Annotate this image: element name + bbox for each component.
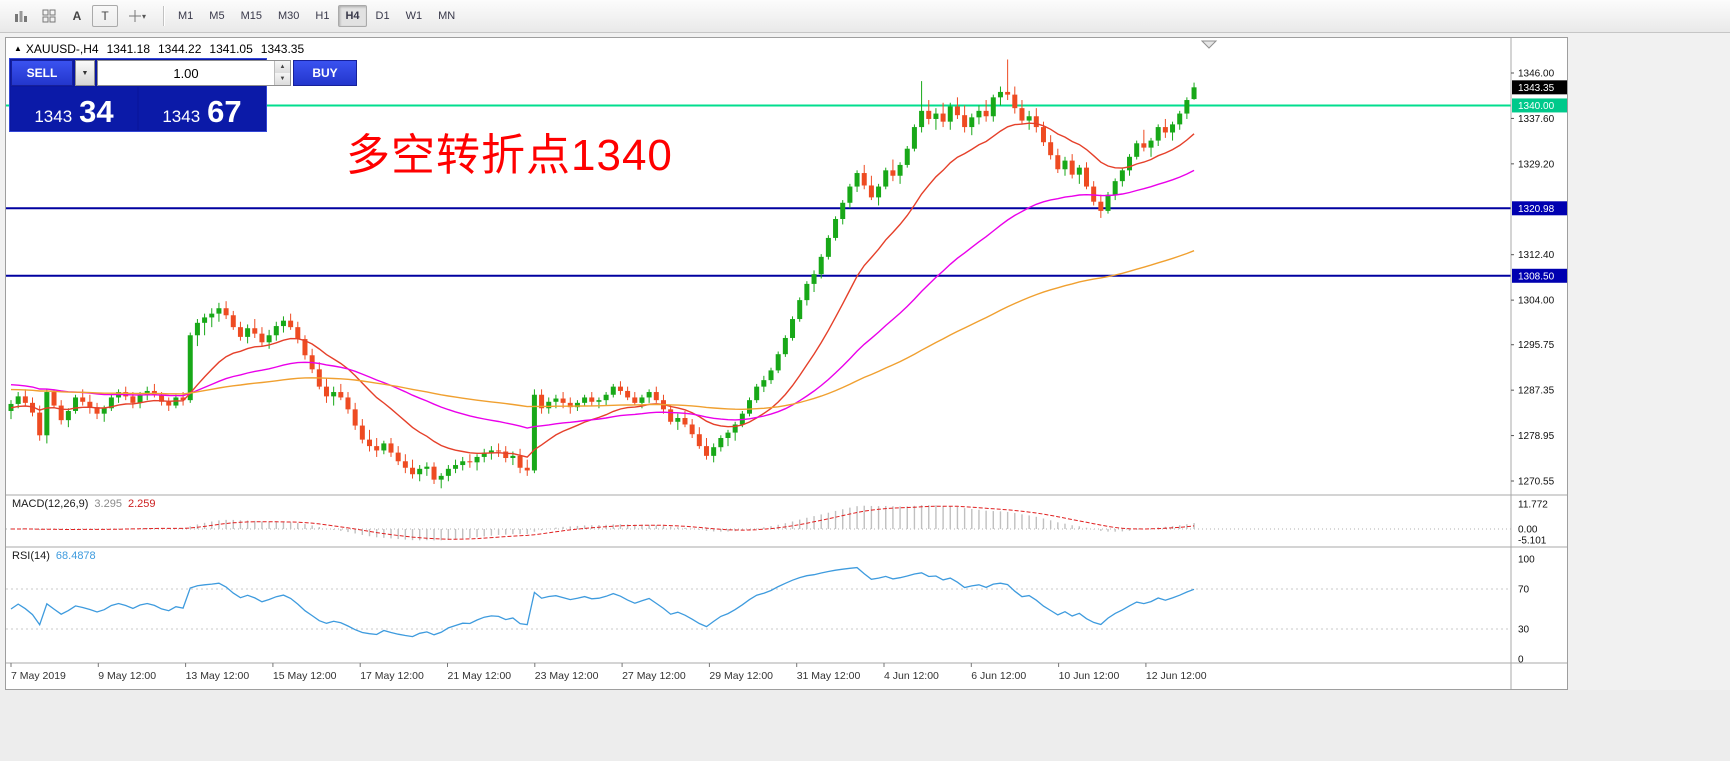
text-tool-icon[interactable]: A <box>64 5 90 27</box>
timeframe-button-h1[interactable]: H1 <box>308 5 336 27</box>
ma-120-line <box>10 250 1195 411</box>
ohlc-low: 1341.05 <box>209 42 253 56</box>
svg-text:100: 100 <box>1518 555 1535 566</box>
volume-dropdown-button[interactable]: ▼ <box>75 60 95 86</box>
price-axis-label: 1287.35 <box>1518 386 1555 397</box>
volume-spin-up-icon[interactable]: ▲ <box>275 61 290 73</box>
ask-price-display[interactable]: 1343 67 <box>139 87 265 130</box>
timeframe-button-mn[interactable]: MN <box>431 5 462 27</box>
text-label-tool-icon[interactable]: T <box>92 5 118 27</box>
chart-window: 1346.00 1337.60 1329.20 1312.40 1304.00 1295.… <box>5 37 1568 690</box>
svg-text:1320.98: 1320.98 <box>1518 204 1555 215</box>
svg-text:-5.101: -5.101 <box>1518 535 1547 546</box>
price-axis-label: 1312.40 <box>1518 250 1555 261</box>
price-axis-label: 1337.60 <box>1518 114 1555 125</box>
time-axis-label: 7 May 2019 <box>11 670 66 682</box>
ohlc-close: 1343.35 <box>260 42 305 56</box>
timeframe-button-h4[interactable]: H4 <box>338 5 367 27</box>
chart-shift-marker-icon[interactable] <box>1200 40 1218 49</box>
chevron-down-icon: ▾ <box>141 11 146 21</box>
time-axis-label: 15 May 12:00 <box>273 670 337 682</box>
chart-annotation-text[interactable]: 多空转折点1340 <box>346 131 673 180</box>
time-axis-label: 12 Jun 12:00 <box>1146 670 1207 682</box>
svg-text:30: 30 <box>1518 625 1530 636</box>
svg-text:0.00: 0.00 <box>1518 525 1538 536</box>
time-axis-label: 27 May 12:00 <box>622 670 686 682</box>
svg-text:1343.35: 1343.35 <box>1518 83 1555 94</box>
ohlc-high: 1344.22 <box>158 42 202 56</box>
svg-text:11.772: 11.772 <box>1518 499 1548 510</box>
time-axis-label: 23 May 12:00 <box>535 670 599 682</box>
hline-1320-badge: 1320.98 <box>1512 201 1567 216</box>
price-axis: 1346.00 1337.60 1329.20 1312.40 1304.00 1295.… <box>1511 69 1555 487</box>
time-axis-label: 13 May 12:00 <box>186 670 250 682</box>
toolbar-separator <box>163 6 164 26</box>
one-click-trading-panel: SELL ▼ ▲ ▼ BUY 1343 34 1343 67 <box>9 58 357 132</box>
chart-type-icon[interactable] <box>8 5 34 27</box>
price-axis-label: 1346.00 <box>1518 69 1555 80</box>
bid-price-pips: 34 <box>79 93 114 129</box>
hline-1308-badge: 1308.50 <box>1512 268 1567 283</box>
rsi-indicator-label: RSI(14) 68.4878 <box>12 550 96 562</box>
window-bottom-area <box>0 690 1730 761</box>
time-axis: 7 May 2019 9 May 12:00 13 May 12:00 15 May … <box>10 663 1207 682</box>
ask-price-pips: 67 <box>207 93 242 129</box>
svg-text:1340.00: 1340.00 <box>1518 101 1555 112</box>
timeframe-button-w1[interactable]: W1 <box>399 5 430 27</box>
price-axis-label: 1304.00 <box>1518 296 1555 307</box>
volume-input[interactable] <box>98 61 274 85</box>
macd-value: 3.295 <box>94 498 122 510</box>
indicator-axis-labels: 11.772 0.00-5.101 100 70 30 0 <box>1518 499 1548 665</box>
macd-title: MACD(12,26,9) <box>12 498 89 510</box>
sell-button[interactable]: SELL <box>11 60 73 86</box>
price-axis-label: 1295.75 <box>1518 340 1555 351</box>
time-axis-label: 4 Jun 12:00 <box>884 670 939 682</box>
tile-grid-icon[interactable] <box>36 5 62 27</box>
ma-48-line <box>10 169 1195 429</box>
timeframe-button-m1[interactable]: M1 <box>171 5 200 27</box>
timeframe-button-d1[interactable]: D1 <box>369 5 397 27</box>
price-axis-label: 1278.95 <box>1518 431 1555 442</box>
svg-text:1308.50: 1308.50 <box>1518 271 1555 282</box>
ma-16-line <box>10 122 1195 458</box>
macd-signal-line <box>11 505 1195 540</box>
time-axis-label: 10 Jun 12:00 <box>1059 670 1120 682</box>
volume-box: ▲ ▼ <box>97 60 291 86</box>
price-axis-label: 1270.55 <box>1518 476 1555 487</box>
chart-canvas[interactable]: 1346.00 1337.60 1329.20 1312.40 1304.00 1295.… <box>6 38 1567 689</box>
drawing-tools-dropdown[interactable]: ▾ <box>120 5 154 27</box>
macd-indicator-label: MACD(12,26,9) 3.295 2.259 <box>12 498 155 510</box>
time-axis-label: 29 May 12:00 <box>709 670 773 682</box>
svg-text:70: 70 <box>1518 585 1530 596</box>
volume-spinner: ▲ ▼ <box>274 61 290 85</box>
timeframe-button-m5[interactable]: M5 <box>202 5 231 27</box>
time-axis-label: 21 May 12:00 <box>448 670 512 682</box>
time-axis-label: 6 Jun 12:00 <box>971 670 1026 682</box>
volume-spin-down-icon[interactable]: ▼ <box>275 73 290 85</box>
timeframe-button-m30[interactable]: M30 <box>271 5 306 27</box>
rsi-title: RSI(14) <box>12 550 50 562</box>
time-axis-label: 31 May 12:00 <box>797 670 861 682</box>
symbol-ohlc-header: ▲ XAUUSD-,H4 1341.18 1344.22 1341.05 1343.35 <box>14 42 304 56</box>
symbol-marker-icon: ▲ <box>14 44 22 53</box>
buy-button[interactable]: BUY <box>293 60 357 86</box>
current-price-badge: 1343.35 <box>1512 80 1567 95</box>
timeframe-button-m15[interactable]: M15 <box>234 5 269 27</box>
rsi-line <box>10 566 1195 638</box>
price-axis-label: 1329.20 <box>1518 159 1555 170</box>
hline-1340-badge: 1340.00 <box>1512 98 1567 113</box>
macd-signal-value: 2.259 <box>127 498 156 510</box>
ohlc-open: 1341.18 <box>106 42 150 56</box>
ask-price-integer: 1343 <box>162 107 201 126</box>
time-axis-label: 17 May 12:00 <box>360 670 424 682</box>
top-toolbar: A T ▾ M1 M5 M15 M30 H1 H4 D1 W1 MN <box>0 0 1730 33</box>
svg-text:0: 0 <box>1518 655 1524 666</box>
bid-price-display[interactable]: 1343 34 <box>11 87 137 130</box>
symbol-name: XAUUSD-,H4 <box>25 42 99 56</box>
bid-price-integer: 1343 <box>34 107 73 126</box>
time-axis-label: 9 May 12:00 <box>98 670 156 682</box>
rsi-value: 68.4878 <box>55 550 96 562</box>
